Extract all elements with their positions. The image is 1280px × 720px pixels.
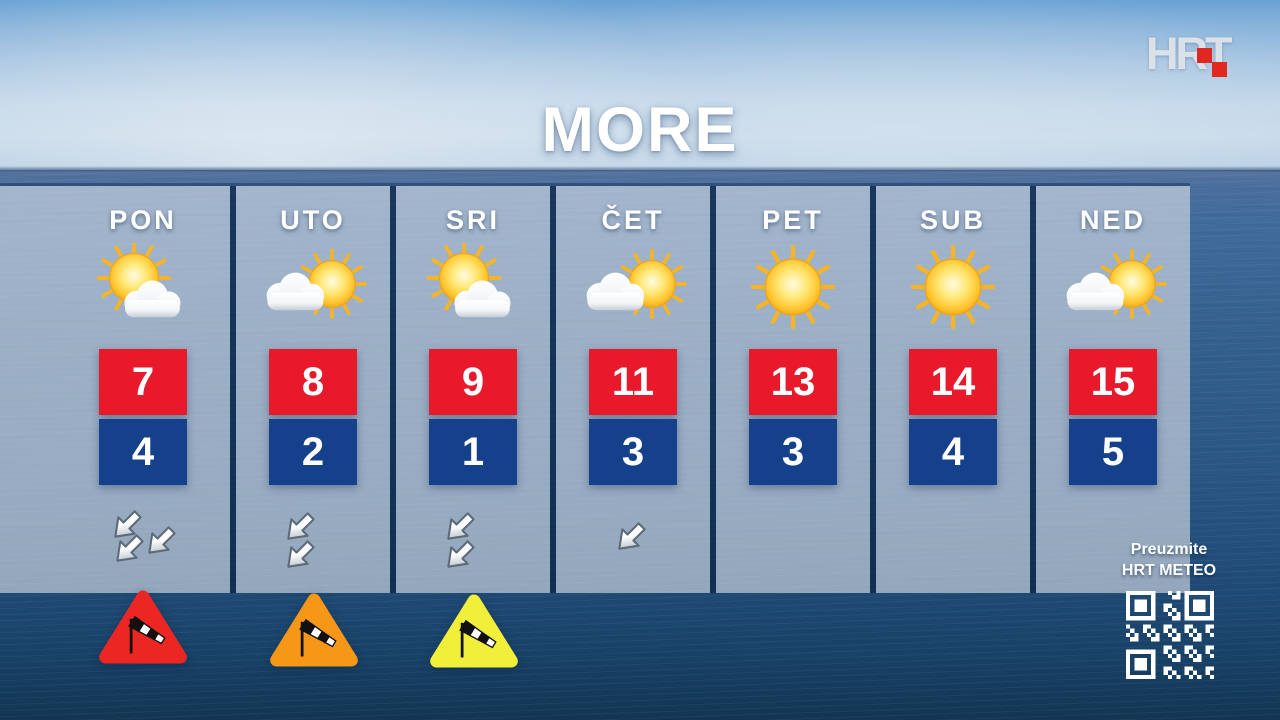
day-label: NED bbox=[1079, 205, 1146, 235]
wind-direction-arrow bbox=[148, 526, 176, 554]
cloud-with-sun-icon bbox=[575, 240, 691, 334]
cloud-with-sun-icon bbox=[255, 240, 371, 334]
low-temp: 4 bbox=[909, 419, 997, 485]
wind-direction-arrow bbox=[618, 522, 646, 550]
column-divider bbox=[550, 186, 556, 593]
day-label: UTO bbox=[280, 205, 346, 235]
sun-with-cloud-icon bbox=[85, 240, 201, 334]
sunny-icon bbox=[735, 240, 851, 334]
day-label: PON bbox=[109, 205, 177, 235]
wind-warning-triangle-yellow bbox=[430, 594, 518, 668]
low-temp: 2 bbox=[269, 419, 357, 485]
column-divider bbox=[870, 186, 876, 593]
sun-with-cloud-icon bbox=[415, 240, 531, 334]
wind-direction-arrow bbox=[116, 534, 144, 562]
forecast-panel: PON 7 4 UTO bbox=[0, 183, 1190, 668]
day-column-uto: UTO 8 2 bbox=[236, 186, 390, 667]
promo-line1: Preuzmite bbox=[1130, 541, 1208, 558]
promo-line2: HRT METEO bbox=[1121, 561, 1217, 579]
day-label: SUB bbox=[919, 205, 986, 235]
hrt-logo-red-square bbox=[1212, 62, 1227, 77]
wind-direction-arrow bbox=[447, 512, 475, 540]
wind-direction-arrow bbox=[287, 512, 315, 540]
column-divider bbox=[390, 186, 396, 593]
hrt-logo-red-square bbox=[1197, 48, 1212, 63]
wind-direction-arrow bbox=[287, 540, 315, 568]
day-column-ned: NED 15 5 bbox=[1036, 186, 1190, 593]
app-promo-text: Preuzmite HRT METEO bbox=[1104, 540, 1234, 582]
day-label: PET bbox=[762, 205, 824, 235]
high-temp: 9 bbox=[429, 349, 517, 415]
hrt-logo: HRT bbox=[1146, 28, 1238, 82]
column-divider bbox=[230, 186, 236, 593]
day-column-sub: SUB 14 4 bbox=[876, 186, 1030, 593]
horizon-line bbox=[0, 166, 1280, 172]
high-temp: 13 bbox=[749, 349, 837, 415]
sky-background bbox=[0, 0, 1280, 170]
day-column-pet: PET 13 3 bbox=[716, 186, 870, 593]
high-temp: 11 bbox=[589, 349, 677, 415]
high-temp: 15 bbox=[1069, 349, 1157, 415]
sunny-icon bbox=[895, 240, 1011, 334]
low-temp: 3 bbox=[589, 419, 677, 485]
low-temp: 4 bbox=[99, 419, 187, 485]
column-divider bbox=[710, 186, 716, 593]
low-temp: 5 bbox=[1069, 419, 1157, 485]
column-divider bbox=[1030, 186, 1036, 593]
wind-warning-triangle-orange bbox=[270, 593, 358, 667]
wind-direction-arrow bbox=[114, 510, 142, 538]
cloud-with-sun-icon bbox=[1055, 240, 1171, 334]
day-column-cet: ČET 11 3 bbox=[556, 186, 710, 593]
low-temp: 1 bbox=[429, 419, 517, 485]
page-title: MORE bbox=[541, 95, 739, 165]
wind-warning-triangle-red bbox=[99, 590, 187, 664]
qr-code bbox=[1126, 591, 1214, 679]
low-temp: 3 bbox=[749, 419, 837, 485]
high-temp: 8 bbox=[269, 349, 357, 415]
day-label: SRI bbox=[445, 205, 500, 235]
wind-direction-arrow bbox=[447, 540, 475, 568]
day-column-sri: SRI 9 1 bbox=[396, 186, 550, 668]
day-column-pon: PON 7 4 bbox=[0, 186, 230, 664]
high-temp: 7 bbox=[99, 349, 187, 415]
high-temp: 14 bbox=[909, 349, 997, 415]
day-label: ČET bbox=[601, 205, 665, 235]
